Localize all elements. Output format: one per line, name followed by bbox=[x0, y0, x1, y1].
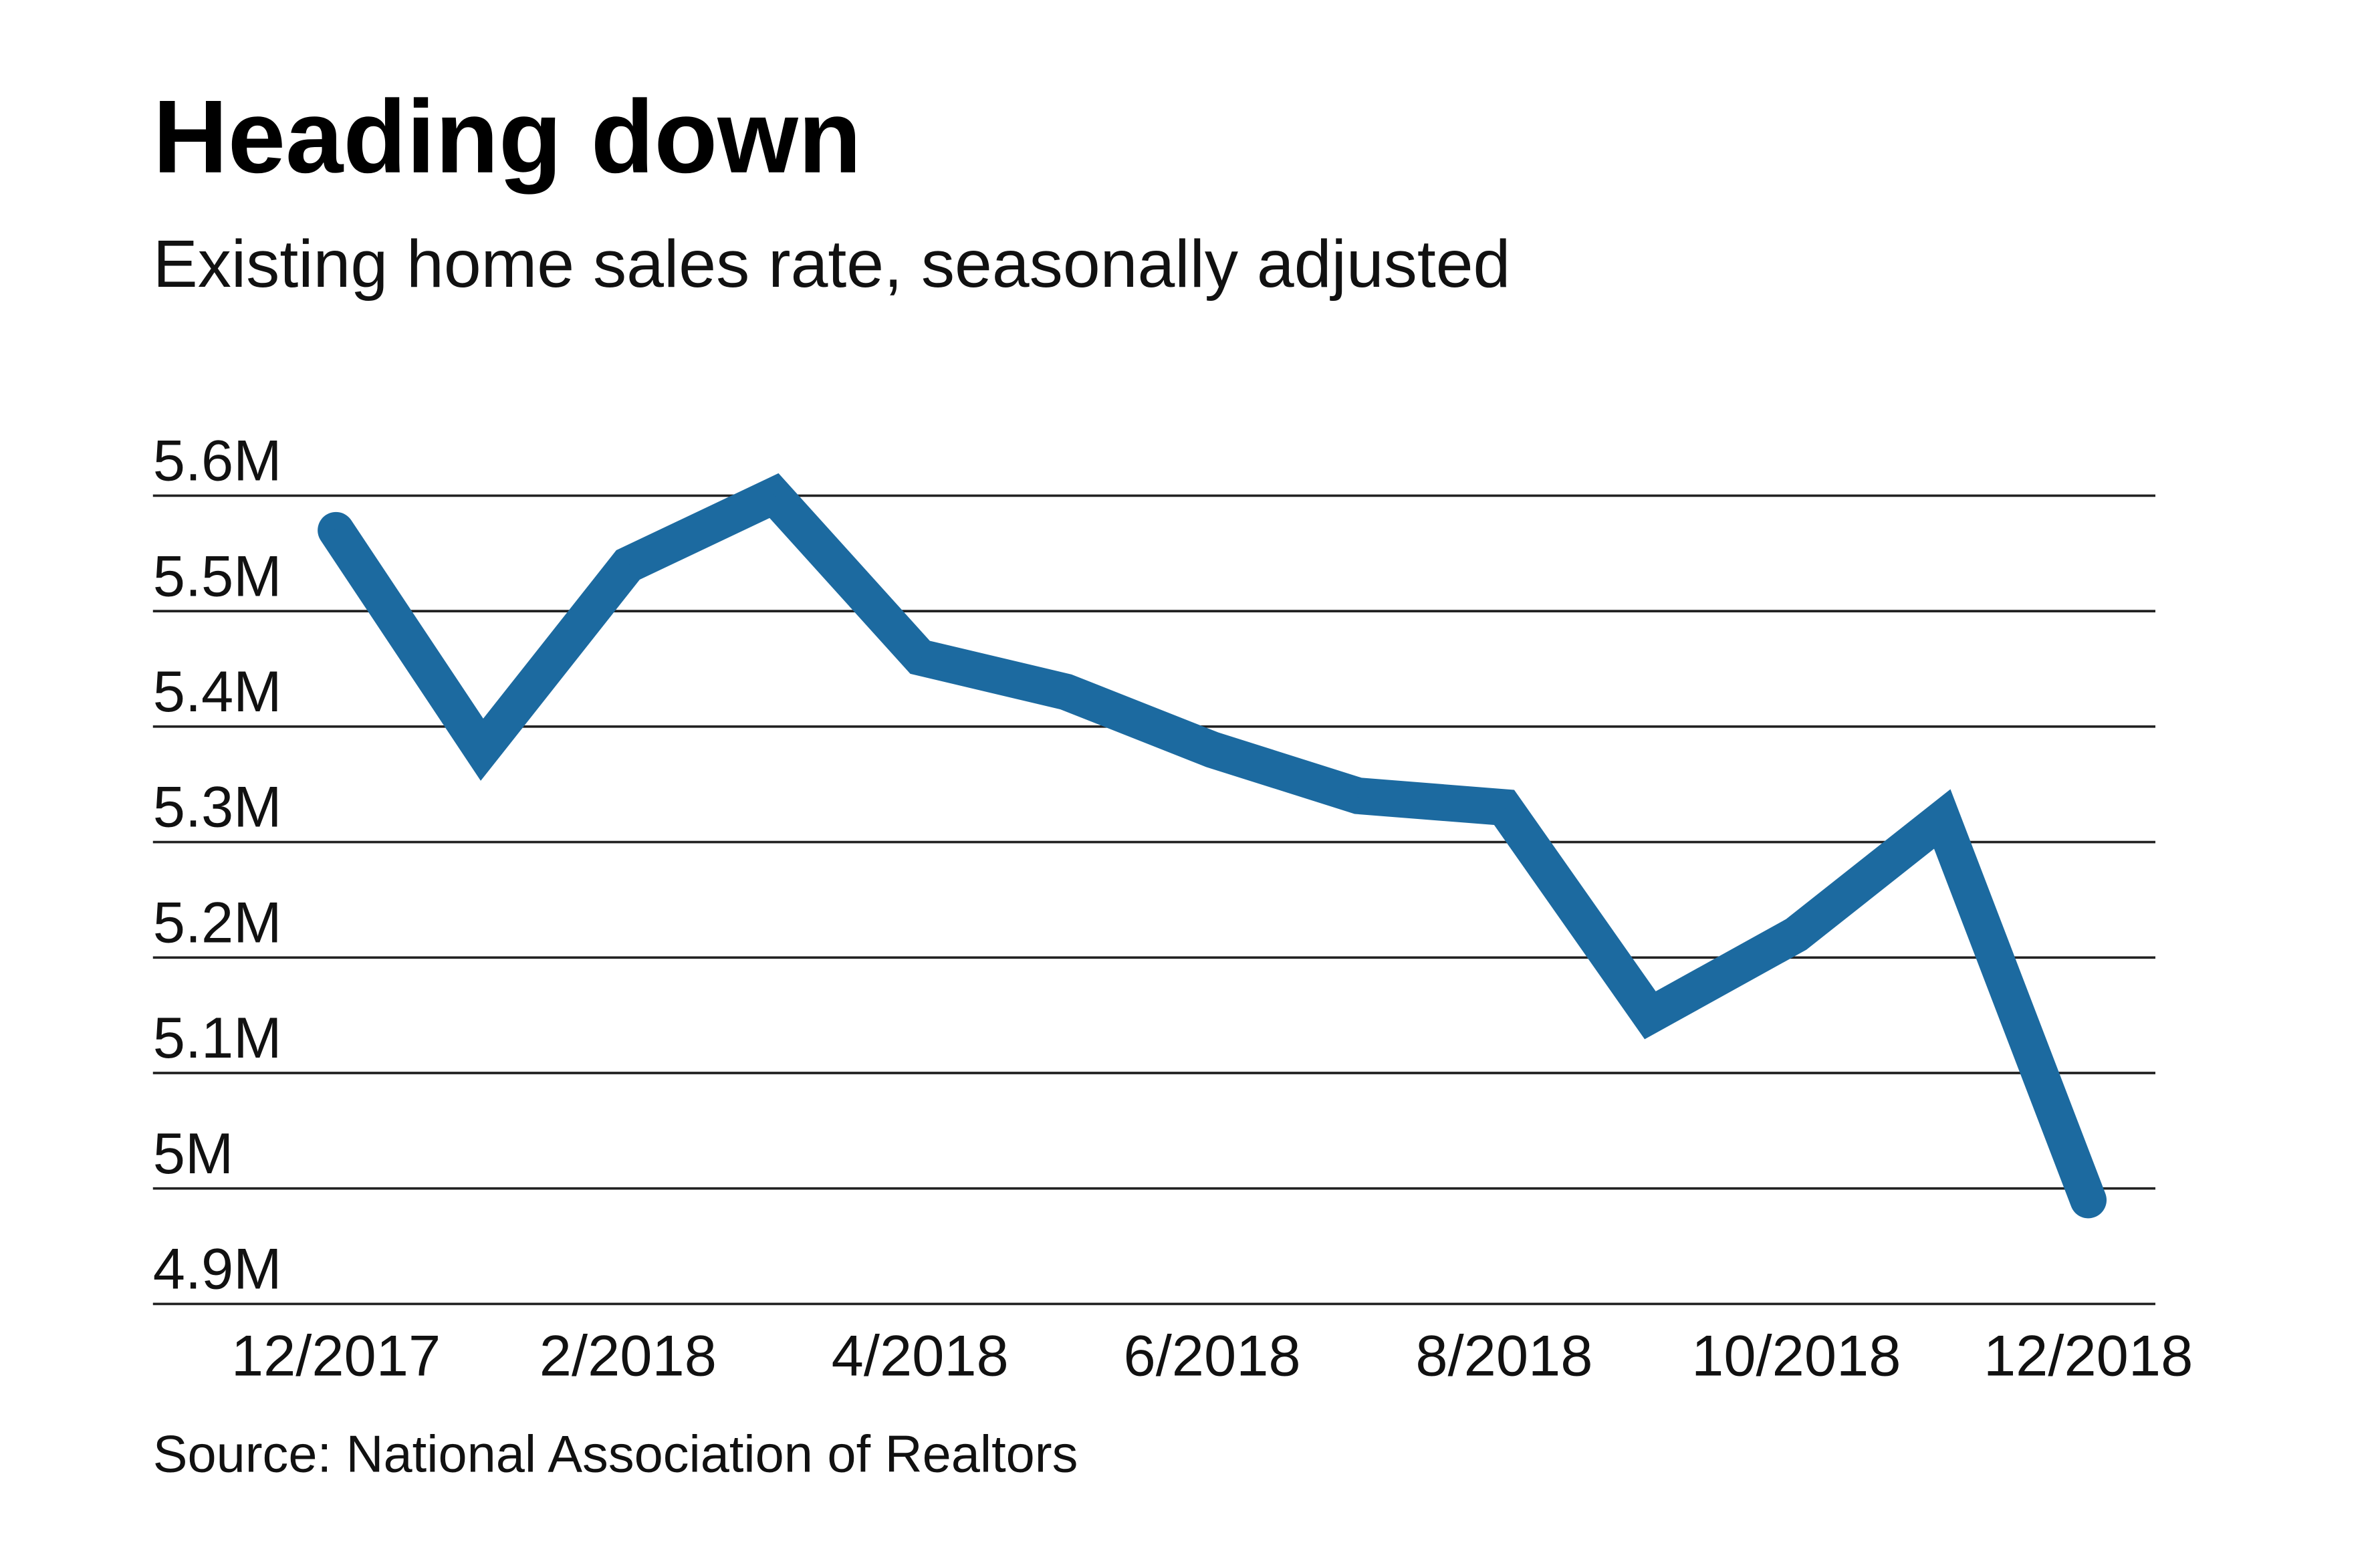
y-tick-label: 5.5M bbox=[153, 544, 282, 608]
x-tick-label: 4/2018 bbox=[832, 1324, 1009, 1389]
data-point bbox=[2087, 1198, 2090, 1202]
source-note: Source: National Association of Realtors bbox=[153, 1425, 1078, 1483]
x-tick-label: 8/2018 bbox=[1415, 1324, 1592, 1389]
data-point bbox=[1356, 794, 1360, 798]
data-point bbox=[1794, 933, 1798, 937]
series-line bbox=[318, 473, 2107, 1219]
y-tick-label: 5M bbox=[153, 1122, 233, 1186]
data-point bbox=[1210, 748, 1214, 751]
data-point bbox=[1649, 1013, 1652, 1017]
y-tick-label: 4.9M bbox=[153, 1237, 282, 1302]
data-point bbox=[1940, 817, 1944, 821]
chart-title: Heading down bbox=[153, 79, 862, 195]
y-tick-label: 5.1M bbox=[153, 1006, 282, 1070]
x-tick-label: 2/2018 bbox=[540, 1324, 717, 1389]
chart-subtitle: Existing home sales rate, seasonally adj… bbox=[153, 227, 1511, 302]
x-axis-ticks: 12/2017 2/2018 4/2018 6/2018 8/2018 10/2018 12… bbox=[231, 1324, 2193, 1389]
data-point bbox=[334, 528, 338, 532]
data-point bbox=[1502, 806, 1506, 810]
x-tick-label: 6/2018 bbox=[1124, 1324, 1301, 1389]
y-tick-label: 5.6M bbox=[153, 429, 282, 493]
y-tick-label: 5.2M bbox=[153, 890, 282, 955]
data-point bbox=[1064, 690, 1068, 694]
x-tick-label: 12/2017 bbox=[231, 1324, 441, 1389]
y-tick-label: 5.4M bbox=[153, 660, 282, 724]
data-point bbox=[918, 655, 922, 659]
x-tick-label: 12/2018 bbox=[1984, 1324, 2193, 1389]
y-tick-label: 5.3M bbox=[153, 776, 282, 840]
data-point bbox=[480, 748, 484, 751]
data-point bbox=[772, 494, 776, 497]
series-layer bbox=[318, 473, 2107, 1219]
x-tick-label: 10/2018 bbox=[1691, 1324, 1901, 1389]
data-point bbox=[626, 563, 630, 567]
y-axis-ticks: 5.6M 5.5M 5.4M 5.3M 5.2M 5.1M 5M 4.9M bbox=[153, 429, 282, 1302]
